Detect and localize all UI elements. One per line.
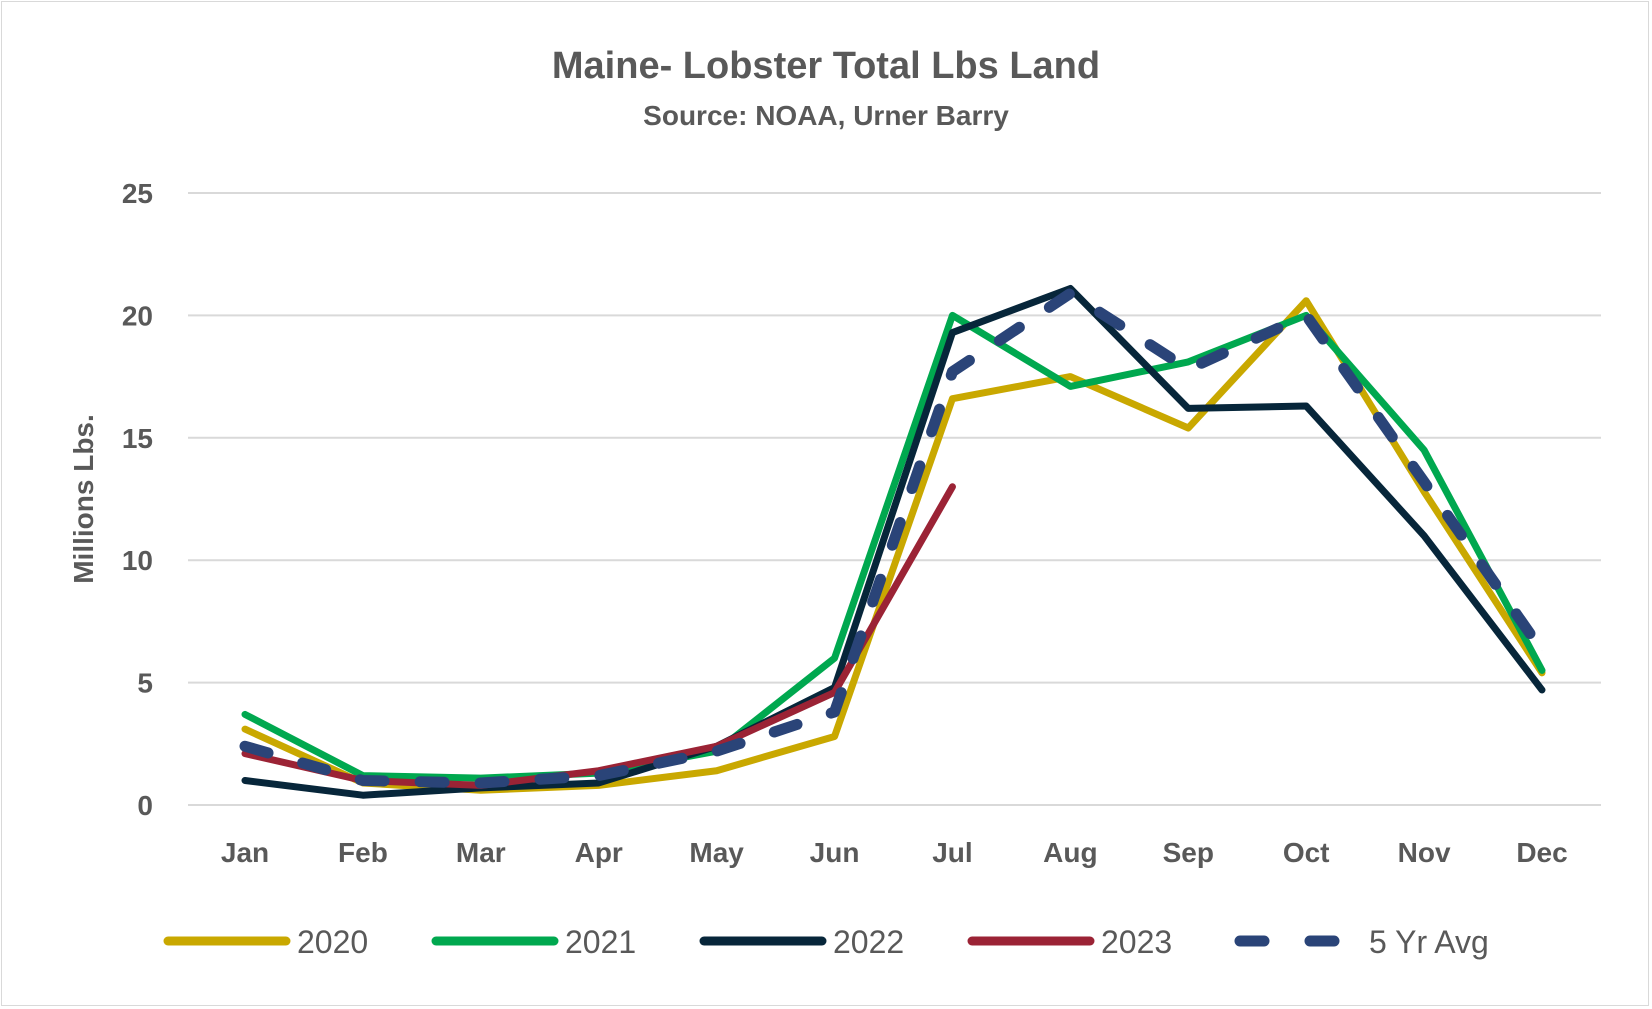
- y-tick-label: 0: [137, 790, 153, 821]
- x-tick-label: Mar: [456, 837, 506, 868]
- x-tick-label: May: [689, 837, 744, 868]
- chart-subtitle: Source: NOAA, Urner Barry: [643, 100, 1009, 131]
- series-line-2023: [241, 483, 956, 789]
- x-tick-label: Apr: [575, 837, 623, 868]
- x-tick-label: Aug: [1043, 837, 1097, 868]
- x-tick-label: Jan: [221, 837, 269, 868]
- x-tick-label: Oct: [1283, 837, 1330, 868]
- x-tick-label: Feb: [338, 837, 388, 868]
- y-tick-label: 25: [122, 178, 153, 209]
- legend-label: 2023: [1101, 924, 1172, 960]
- legend-label: 2022: [833, 924, 904, 960]
- y-tick-label: 20: [122, 300, 153, 331]
- series-line-2022: [241, 284, 1546, 799]
- legend-label: 2021: [565, 924, 636, 960]
- x-tick-label: Nov: [1398, 837, 1451, 868]
- y-tick-label: 15: [122, 423, 153, 454]
- y-tick-label: 5: [137, 668, 153, 699]
- x-tick-label: Jul: [932, 837, 972, 868]
- x-tick-label: Jun: [810, 837, 860, 868]
- chart-title: Maine- Lobster Total Lbs Land: [552, 45, 1100, 87]
- legend-label: 2020: [297, 924, 368, 960]
- series-line-5-yr-avg: [239, 287, 1548, 789]
- y-tick-label: 10: [122, 545, 153, 576]
- y-axis-label: Millions Lbs.: [68, 414, 99, 584]
- legend-label: 5 Yr Avg: [1369, 924, 1489, 960]
- x-tick-label: Sep: [1163, 837, 1214, 868]
- x-tick-label: Dec: [1516, 837, 1567, 868]
